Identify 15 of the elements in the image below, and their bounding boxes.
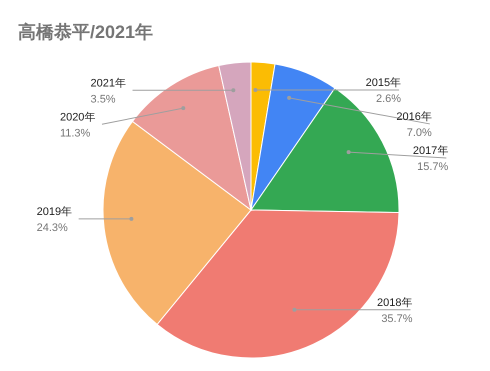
slice-label: 2016年 (396, 110, 432, 123)
slice-label: 2015年 (366, 76, 402, 89)
data-label: 24.3% (36, 222, 68, 234)
slice-label: 2021年 (90, 77, 126, 90)
chart-title: 高橋恭平/2021年 (18, 22, 154, 42)
slice-label: 2017年 (412, 144, 448, 157)
slice-label: 2020年 (60, 111, 96, 124)
slice-label: 2019年 (36, 206, 72, 218)
data-label: 15.7% (417, 160, 449, 173)
slice-label: 2018年 (377, 296, 413, 309)
data-label: 3.5% (90, 93, 116, 106)
data-label: 2.6% (376, 92, 402, 105)
data-label: 7.0% (406, 126, 432, 139)
data-label: 35.7% (381, 312, 413, 325)
data-label: 11.3% (60, 127, 91, 140)
